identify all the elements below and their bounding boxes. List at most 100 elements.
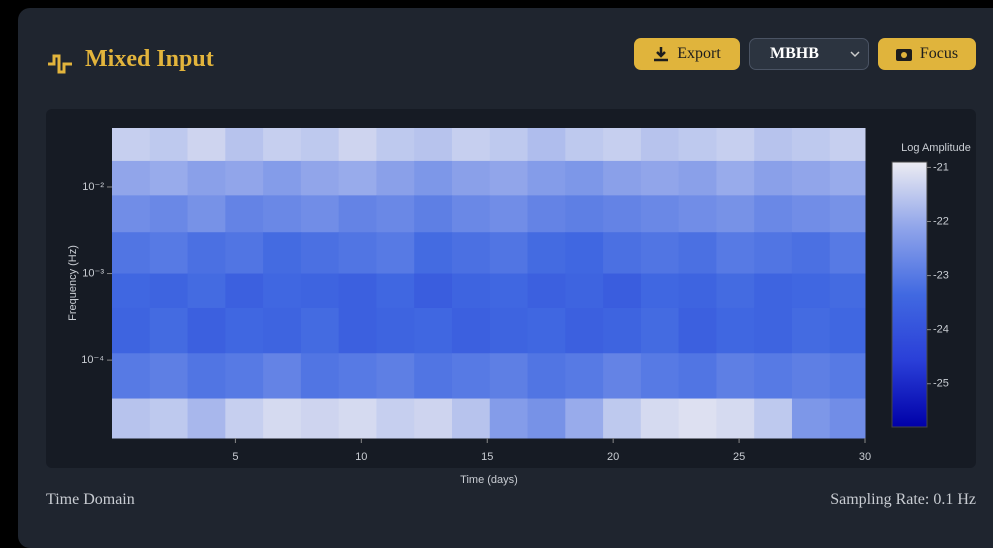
heatmap-cell xyxy=(300,195,340,233)
focus-button[interactable]: Focus xyxy=(878,38,976,70)
heatmap-cell xyxy=(376,353,415,400)
heatmap-cell xyxy=(414,195,453,233)
export-button[interactable]: Export xyxy=(634,38,740,70)
heatmap-cell xyxy=(187,128,226,162)
heatmap-cell xyxy=(603,195,642,233)
heatmap-cell xyxy=(187,195,226,233)
heatmap-cell xyxy=(754,160,793,196)
heatmap-cell xyxy=(640,273,680,309)
title: Mixed Input xyxy=(85,46,214,72)
heatmap-cell xyxy=(527,128,566,162)
heatmap-cell xyxy=(376,307,415,354)
heatmap-cell xyxy=(112,353,151,400)
heatmap-cell xyxy=(451,398,491,439)
heatmap-cell xyxy=(678,398,717,439)
heatmap-cell xyxy=(451,273,491,309)
heatmap-cell xyxy=(451,353,491,400)
heatmap-cell xyxy=(149,273,189,309)
heatmap-cell xyxy=(489,128,529,162)
heatmap-cell xyxy=(829,195,866,233)
heatmap-cell xyxy=(451,128,491,162)
heatmap-cell xyxy=(754,128,793,162)
heatmap-cell xyxy=(376,273,415,309)
heatmap-cell xyxy=(678,128,717,162)
heatmap-cell xyxy=(640,307,680,354)
heatmap-cell xyxy=(716,353,755,400)
heatmap-cell xyxy=(791,195,831,233)
heatmap-cell xyxy=(338,273,377,309)
heatmap-cell xyxy=(187,160,226,196)
heatmap-cell xyxy=(640,128,680,162)
heatmap-cell xyxy=(603,160,642,196)
select-value: MBHB xyxy=(770,45,819,62)
heatmap-cell xyxy=(640,160,680,196)
heatmap-cell xyxy=(300,232,340,275)
heatmap-cell xyxy=(829,128,866,162)
heatmap-cell xyxy=(754,398,793,439)
heatmap-cell xyxy=(565,273,604,309)
heatmap-cell xyxy=(640,353,680,400)
heatmap-cell xyxy=(300,398,340,439)
colorbar-tick-label: -21 xyxy=(933,161,949,173)
heatmap-cell xyxy=(149,232,189,275)
heatmap-cell xyxy=(716,398,755,439)
heatmap-cell xyxy=(263,195,302,233)
x-tick-label: 15 xyxy=(481,451,493,463)
colorbar-tick-label: -25 xyxy=(933,378,949,390)
heatmap-cell xyxy=(263,353,302,400)
x-tick-label: 30 xyxy=(859,451,871,463)
heatmap-cell xyxy=(112,160,151,196)
heatmap-cell xyxy=(187,232,226,275)
x-tick-label: 10 xyxy=(355,451,367,463)
heatmap-cell xyxy=(263,160,302,196)
heatmap-cell xyxy=(225,307,264,354)
heatmap-cell xyxy=(791,232,831,275)
chart: Time (days) Frequency (Hz) Log Amplitude… xyxy=(46,109,976,486)
x-tick-label: 25 xyxy=(733,451,745,463)
heatmap-cell xyxy=(112,195,151,233)
heatmap-cell xyxy=(338,353,377,400)
heatmap-cell xyxy=(716,307,755,354)
heatmap-cell xyxy=(489,273,529,309)
heatmap-cell xyxy=(225,160,264,196)
heatmap-cell xyxy=(829,160,866,196)
heatmap-cell xyxy=(527,307,566,354)
heatmap-cell xyxy=(678,195,717,233)
heatmap-cell xyxy=(565,353,604,400)
heatmap-cell xyxy=(414,232,453,275)
page: Mixed Input Export MBHB Focus Time (days… xyxy=(18,8,993,548)
chevron xyxy=(850,51,860,58)
heatmap-cell xyxy=(603,353,642,400)
heatmap-cell xyxy=(187,273,226,309)
heatmap-cell xyxy=(565,398,604,439)
heatmap-cell xyxy=(149,160,189,196)
heatmap-cell xyxy=(527,232,566,275)
heatmap-cell xyxy=(376,160,415,196)
footer-left: Time Domain xyxy=(46,491,135,508)
heatmap-cell xyxy=(791,273,831,309)
heatmap-cell xyxy=(300,128,340,162)
heatmap-cell xyxy=(112,307,151,354)
heatmap-cell xyxy=(414,353,453,400)
heatmap-cell xyxy=(451,232,491,275)
heatmap-cell xyxy=(829,232,866,275)
heatmap-cell xyxy=(489,307,529,354)
heatmap-cell xyxy=(376,128,415,162)
heatmap-cell xyxy=(678,307,717,354)
y-tick-label: 10⁻² xyxy=(82,181,104,193)
heatmap-cell xyxy=(300,160,340,196)
focus-label: Focus xyxy=(919,45,959,62)
heatmap-cell xyxy=(716,160,755,196)
heatmap-cell xyxy=(376,195,415,233)
heatmap-cell xyxy=(225,232,264,275)
x-tick-label: 5 xyxy=(232,451,238,463)
heatmap-cell xyxy=(338,128,377,162)
camera-icon xyxy=(895,49,912,61)
heatmap-cell xyxy=(338,232,377,275)
heatmap-cell xyxy=(829,398,866,439)
pulse-icon xyxy=(48,54,72,74)
dataset-select[interactable]: MBHB xyxy=(749,38,869,70)
heatmap-cell xyxy=(112,398,151,439)
heatmap-cell xyxy=(451,307,491,354)
heatmap-cell xyxy=(149,128,189,162)
